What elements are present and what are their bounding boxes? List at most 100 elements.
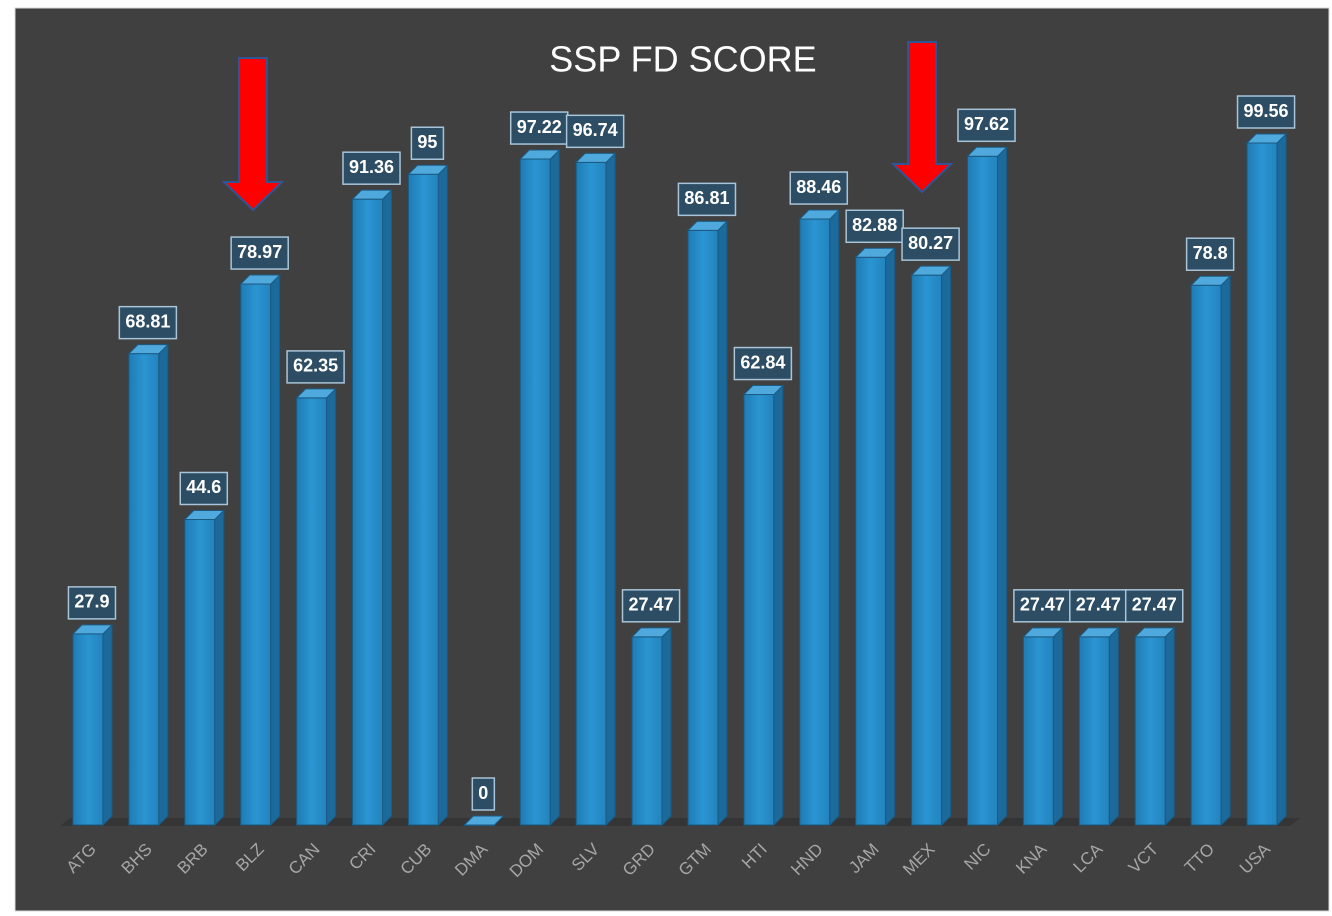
bar-side: [661, 626, 672, 827]
value-label: 44.6: [186, 477, 221, 497]
bar-top: [239, 274, 281, 285]
bar: [966, 146, 1008, 827]
value-label-box: [179, 471, 229, 506]
bar-front: [519, 158, 551, 826]
bar-side: [997, 146, 1007, 827]
bar-side: [1164, 626, 1175, 827]
value-label: 80.27: [908, 233, 953, 253]
value-label: 88.46: [796, 177, 841, 197]
bar-top: [351, 189, 393, 200]
bar: [742, 384, 785, 827]
bar-side: [941, 264, 952, 827]
bar-front: [128, 353, 160, 826]
bar-front: [1134, 636, 1166, 826]
value-label-box: [789, 171, 849, 205]
bar-top: [798, 209, 840, 220]
value-label: 62.84: [740, 352, 785, 372]
bar-front: [352, 198, 383, 826]
value-label-box: [901, 227, 960, 261]
value-label: 27.47: [1076, 595, 1121, 615]
bar: [519, 148, 561, 827]
bar-front: [967, 155, 998, 826]
bar-side: [1108, 626, 1119, 827]
bar: [127, 343, 170, 827]
bar-top: [574, 152, 617, 163]
value-label: 0: [478, 783, 488, 803]
arrow: [221, 57, 285, 212]
bar-front: [1022, 636, 1054, 826]
value-label-box: [118, 305, 178, 340]
value-label: 95: [417, 132, 437, 152]
bar-front: [911, 274, 943, 826]
value-label: 27.47: [1132, 595, 1177, 615]
bar-side: [102, 623, 113, 827]
bar-front: [1190, 284, 1222, 826]
bar-top: [1134, 627, 1176, 638]
value-label: 78.8: [1193, 243, 1228, 263]
value-label-box: [1124, 589, 1184, 623]
bar-front: [687, 229, 719, 826]
bar: [463, 815, 505, 826]
value-label-box: [410, 126, 445, 160]
value-label: 97.62: [964, 114, 1009, 134]
value-label-box: [471, 777, 496, 811]
bar-side: [158, 343, 169, 827]
bar: [910, 264, 952, 827]
bar-side: [1052, 626, 1063, 827]
value-label-box: [67, 586, 117, 620]
value-label-box: [1013, 589, 1072, 623]
value-label-box: [733, 346, 793, 381]
value-label-box: [230, 236, 289, 270]
value-label-box: [845, 209, 904, 244]
bar-side: [885, 247, 896, 827]
value-label: 91.36: [349, 157, 394, 177]
bar: [239, 273, 281, 827]
bar-top: [742, 385, 785, 396]
bar-front: [184, 518, 216, 826]
bar-side: [773, 384, 784, 827]
bar-front: [1078, 636, 1110, 826]
bar-side: [829, 208, 840, 827]
value-label: 27.9: [74, 592, 109, 612]
bar: [1022, 626, 1064, 827]
bar: [574, 152, 617, 827]
value-label-box: [957, 108, 1016, 143]
bar-top: [1245, 133, 1288, 144]
bar-top: [910, 265, 952, 276]
bar-top: [686, 220, 729, 231]
arrow: [890, 41, 954, 194]
bars: [71, 132, 1288, 827]
bar-front: [240, 283, 272, 826]
bar-top: [1022, 627, 1064, 638]
bar: [295, 387, 337, 827]
bar-top: [183, 509, 225, 520]
bar-side: [326, 387, 337, 827]
bar: [71, 623, 114, 827]
bar-front: [407, 173, 439, 826]
bar: [798, 208, 840, 827]
value-label: 62.35: [293, 356, 338, 376]
bar: [1189, 275, 1232, 827]
value-label: 99.56: [1244, 101, 1289, 121]
bar: [407, 164, 449, 827]
bar: [1245, 132, 1288, 827]
bar-side: [549, 148, 560, 827]
bar-side: [717, 220, 728, 827]
bar-front: [575, 161, 607, 826]
value-label-box: [621, 589, 681, 623]
value-label-box: [1236, 95, 1296, 129]
bar-side: [1276, 132, 1287, 827]
value-label-box: [565, 114, 625, 149]
bar: [1134, 626, 1176, 827]
bar-side: [437, 164, 448, 827]
bar: [630, 626, 673, 827]
bar-side: [270, 273, 281, 827]
bar: [351, 188, 393, 827]
value-label: 96.74: [573, 120, 618, 140]
chart-title: SSP FD SCORE: [549, 39, 816, 80]
value-label-box: [1185, 237, 1235, 271]
value-label: 78.97: [237, 242, 282, 262]
bar: [1078, 626, 1120, 827]
